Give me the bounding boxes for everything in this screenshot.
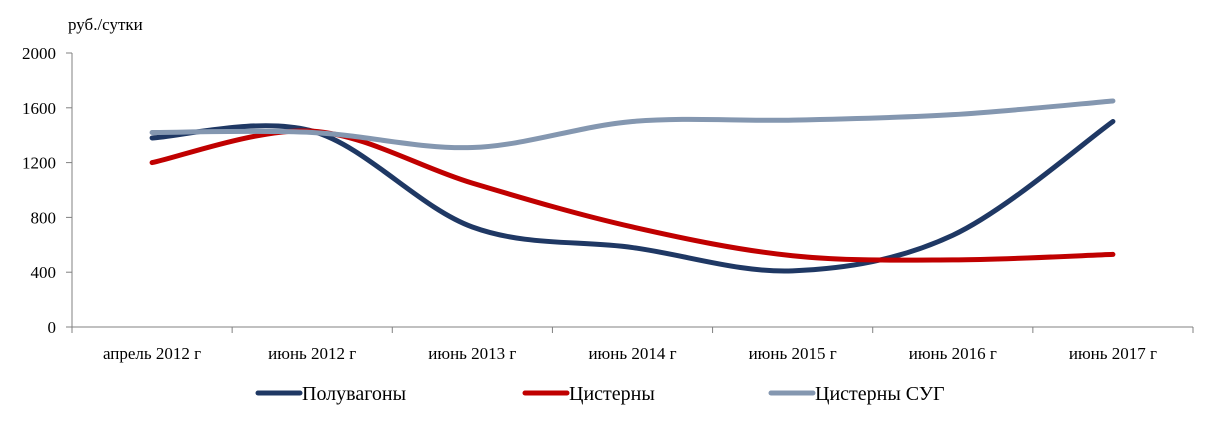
y-unit-label: руб./сутки <box>68 15 143 34</box>
y-tick-label: 800 <box>31 208 57 227</box>
x-tick-label: июнь 2017 г <box>1069 344 1157 363</box>
x-tick-label: апрель 2012 г <box>103 344 201 363</box>
x-axis-ticks: апрель 2012 г июнь 2012 г июнь 2013 г июнь … <box>71 327 1194 363</box>
legend: Полувагоны Цистерны Цистерны СУГ <box>255 383 945 405</box>
series-line-2 <box>149 128 1116 263</box>
series-lines <box>149 98 1116 274</box>
series-line-1 <box>149 119 1116 274</box>
legend-label-3: Цистерны СУГ <box>815 383 945 405</box>
y-tick-label: 400 <box>31 263 57 282</box>
x-tick-label: июнь 2015 г <box>749 344 837 363</box>
legend-label-2: Цистерны <box>569 383 655 405</box>
y-tick-label: 1200 <box>22 154 56 173</box>
x-tick-label: июнь 2014 г <box>588 344 676 363</box>
x-tick-label: июнь 2016 г <box>909 344 997 363</box>
legend-label-1: Полувагоны <box>302 383 406 405</box>
series-line-3 <box>149 98 1116 151</box>
x-tick-label: июнь 2012 г <box>268 344 356 363</box>
x-tick-label: июнь 2013 г <box>428 344 516 363</box>
y-tick-label: 1600 <box>22 99 56 118</box>
y-tick-label: 2000 <box>22 44 56 63</box>
y-tick-label: 0 <box>48 318 57 337</box>
axes <box>71 53 1193 328</box>
y-axis-ticks: 0 400 800 1200 1600 2000 <box>22 44 72 337</box>
